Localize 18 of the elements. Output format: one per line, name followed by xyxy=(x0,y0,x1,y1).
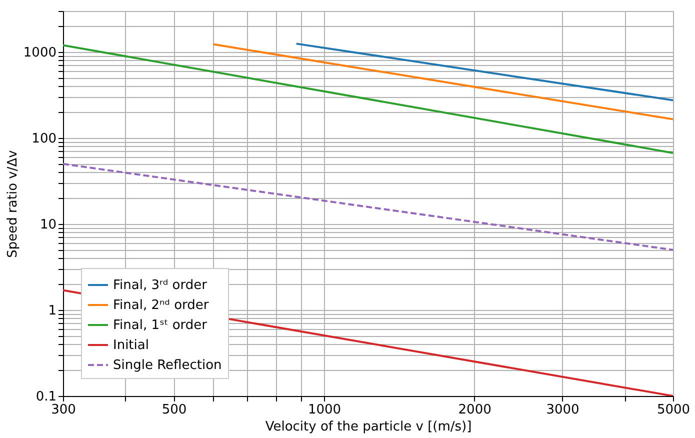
legend-label: Single Reflection xyxy=(113,358,222,373)
x-tick-label: 5000 xyxy=(656,402,690,418)
legend-label: Final, 1ˢᵗ order xyxy=(113,318,208,333)
y-tick-label: 100 xyxy=(32,132,56,147)
y-axis-title: Speed ratio v/Δv xyxy=(5,150,20,258)
legend-label: Initial xyxy=(113,338,149,353)
x-tick-label: 1000 xyxy=(308,402,342,418)
x-tick-label: 500 xyxy=(162,402,187,418)
x-tick-label: 2000 xyxy=(458,402,492,418)
x-tick-label: 300 xyxy=(51,402,76,418)
y-tick-label: 0.1 xyxy=(36,390,56,404)
legend-label: Final, 3ʳᵈ order xyxy=(113,278,208,293)
x-tick-label: 3000 xyxy=(546,402,580,418)
y-tick-label: 1000 xyxy=(23,46,56,61)
y-tick-label: 1 xyxy=(48,304,56,319)
y-tick-label: 10 xyxy=(40,218,56,233)
legend-label: Final, 2ⁿᵈ order xyxy=(113,298,210,313)
x-axis-title: Velocity of the particle v [(m/s)] xyxy=(265,420,472,434)
